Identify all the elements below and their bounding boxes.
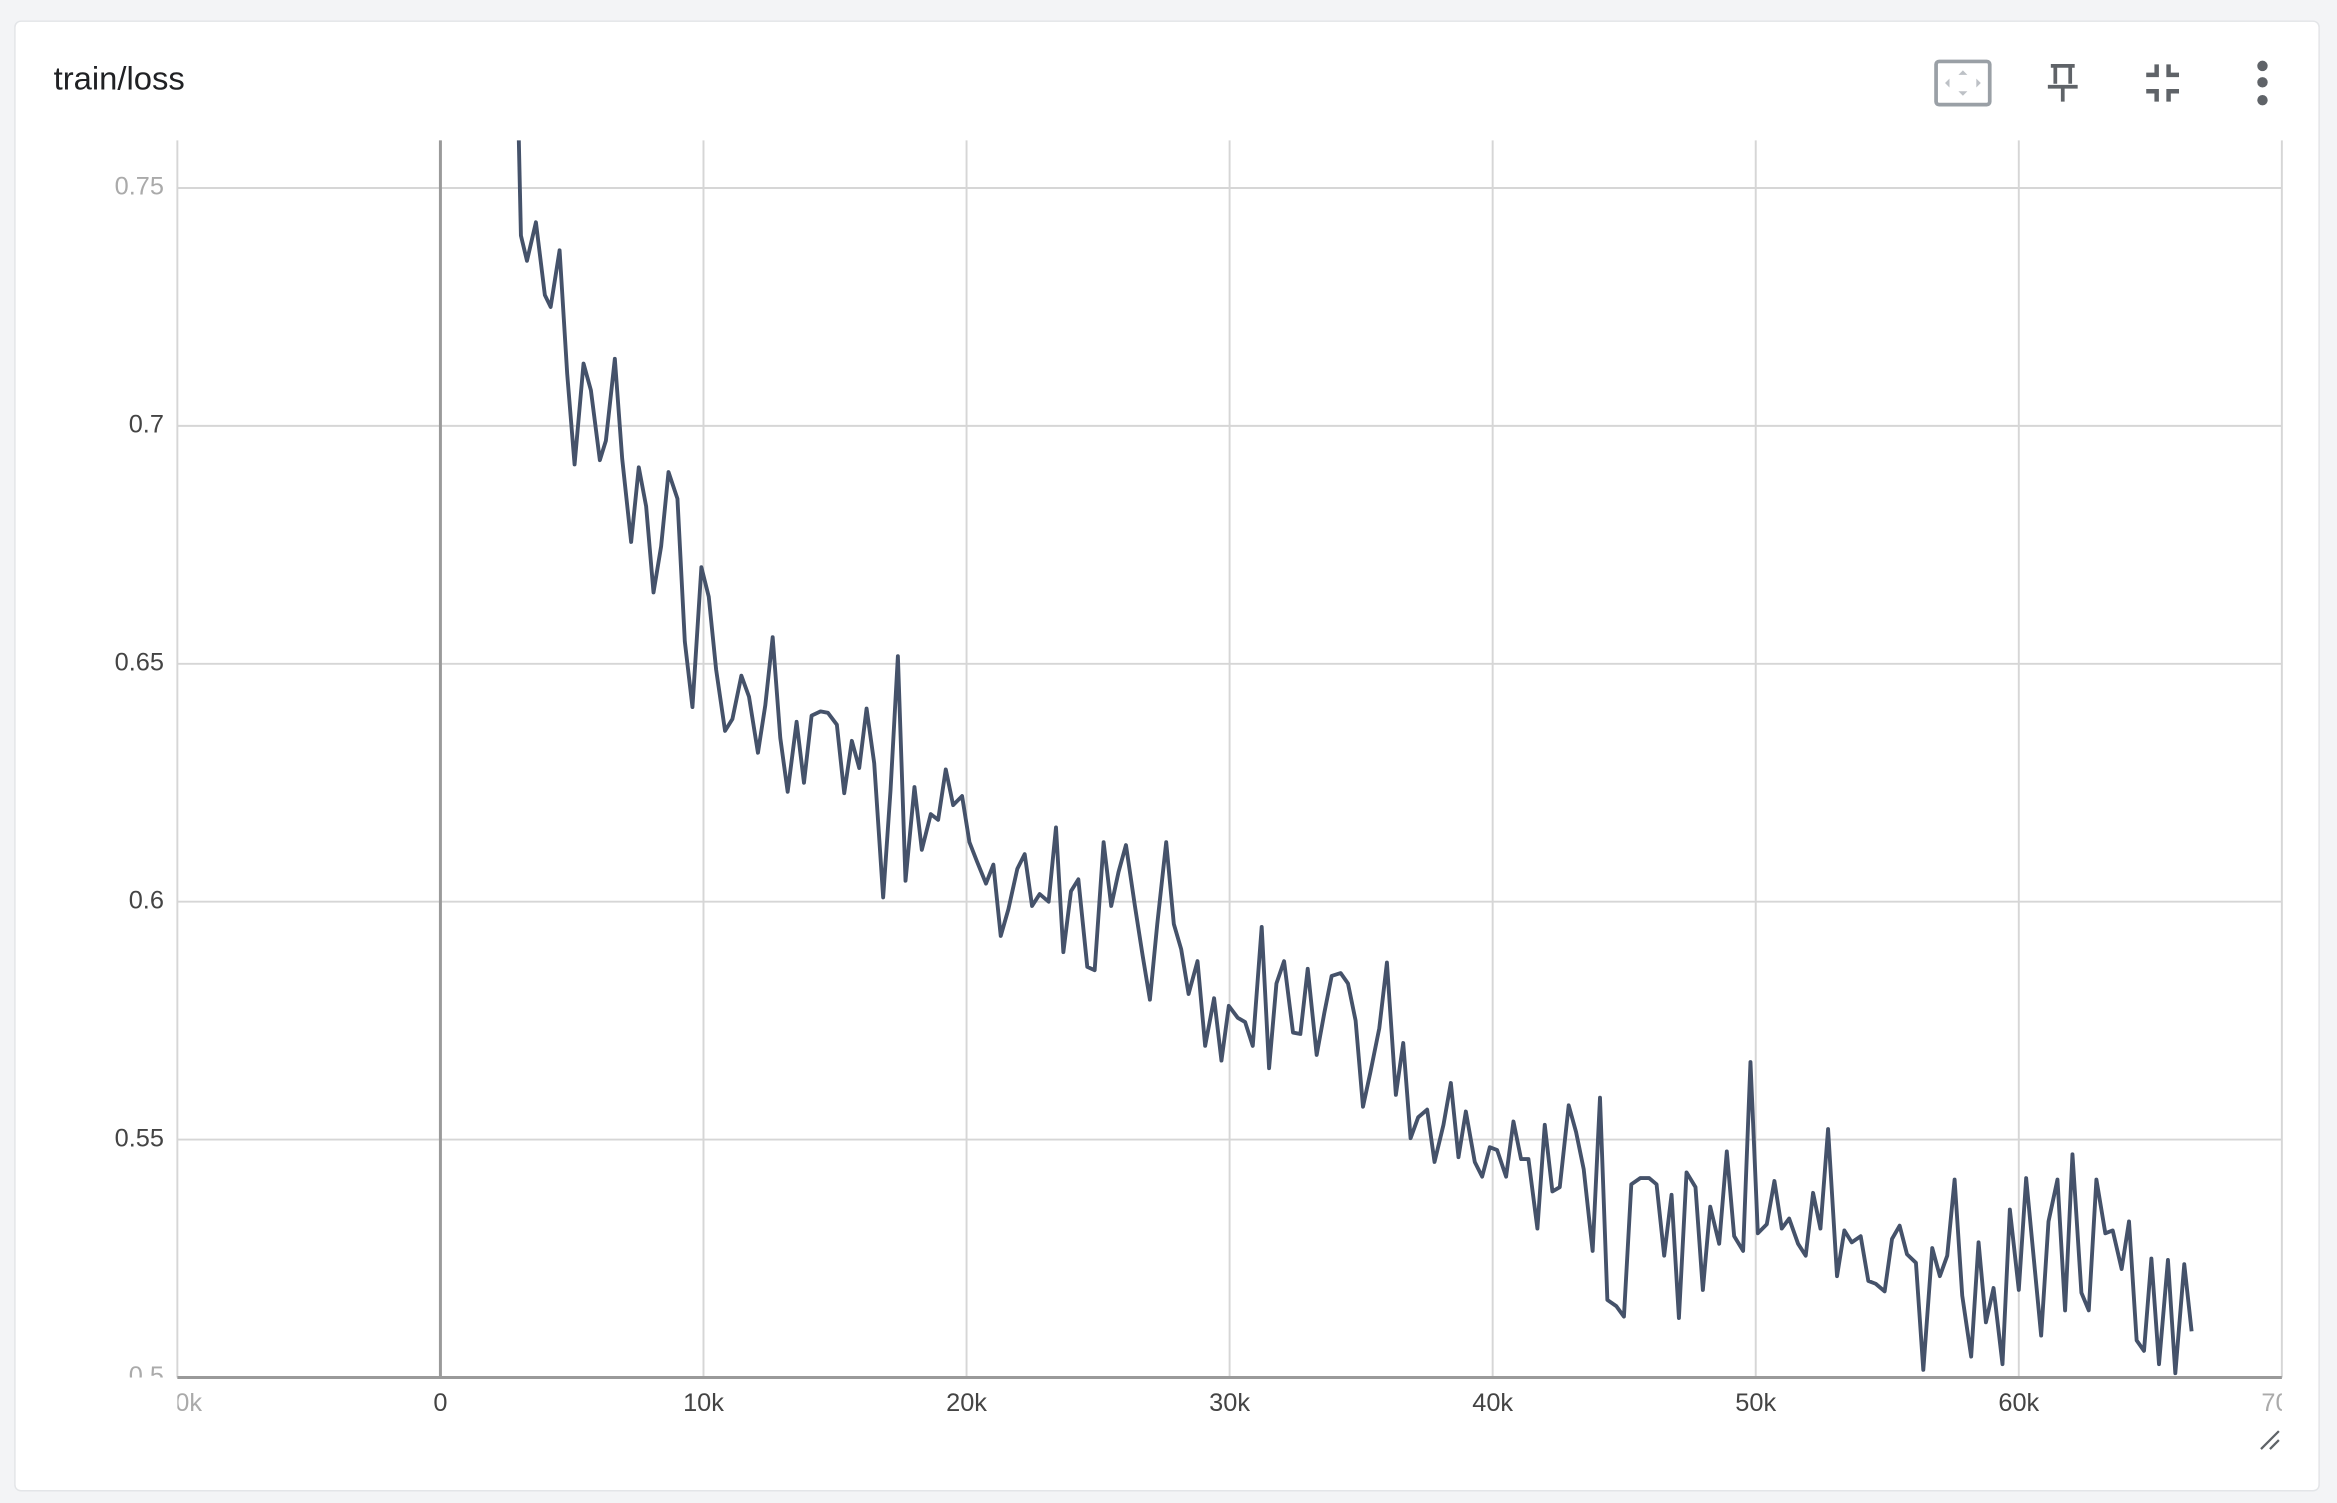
y-tick-label: 0.65 <box>115 648 164 676</box>
more-menu-button[interactable] <box>2257 60 2268 106</box>
x-tick-label: 70k <box>2261 1389 2302 1417</box>
card <box>14 20 2320 1492</box>
pin-button[interactable] <box>2047 64 2078 102</box>
toolbar <box>1934 59 2268 107</box>
loss-line <box>516 140 2194 1376</box>
x-axis-labels: -10k 0 10k 20k 30k 40k 50k 60k 70k <box>153 1389 2302 1417</box>
chart-title: train/loss <box>54 59 185 96</box>
x-tick-label: 0 <box>433 1389 447 1417</box>
resize-handle[interactable] <box>2260 1430 2280 1450</box>
y-axis-labels: 0.5 0.55 0.6 0.65 0.7 0.75 <box>115 173 164 1390</box>
grid <box>176 140 2283 1379</box>
y-tick-label: 0.75 <box>115 173 164 201</box>
x-tick-label: 60k <box>1998 1389 2039 1417</box>
y-tick-label: 0.6 <box>129 886 164 914</box>
y-tick-label: 0.7 <box>129 411 164 439</box>
plot-area <box>516 140 2194 1376</box>
x-tick-label: 40k <box>1472 1389 1513 1417</box>
collapse-button[interactable] <box>2146 64 2180 102</box>
x-tick-label: 10k <box>683 1389 724 1417</box>
y-tick-label: 0.5 <box>129 1362 164 1390</box>
fit-domain-button[interactable] <box>1934 59 1992 107</box>
x-tick-label: 30k <box>1209 1389 1250 1417</box>
x-tick-label: -10k <box>153 1389 203 1417</box>
x-tick-label: 20k <box>946 1389 987 1417</box>
y-tick-label: 0.55 <box>115 1124 164 1152</box>
x-tick-label: 50k <box>1735 1389 1776 1417</box>
